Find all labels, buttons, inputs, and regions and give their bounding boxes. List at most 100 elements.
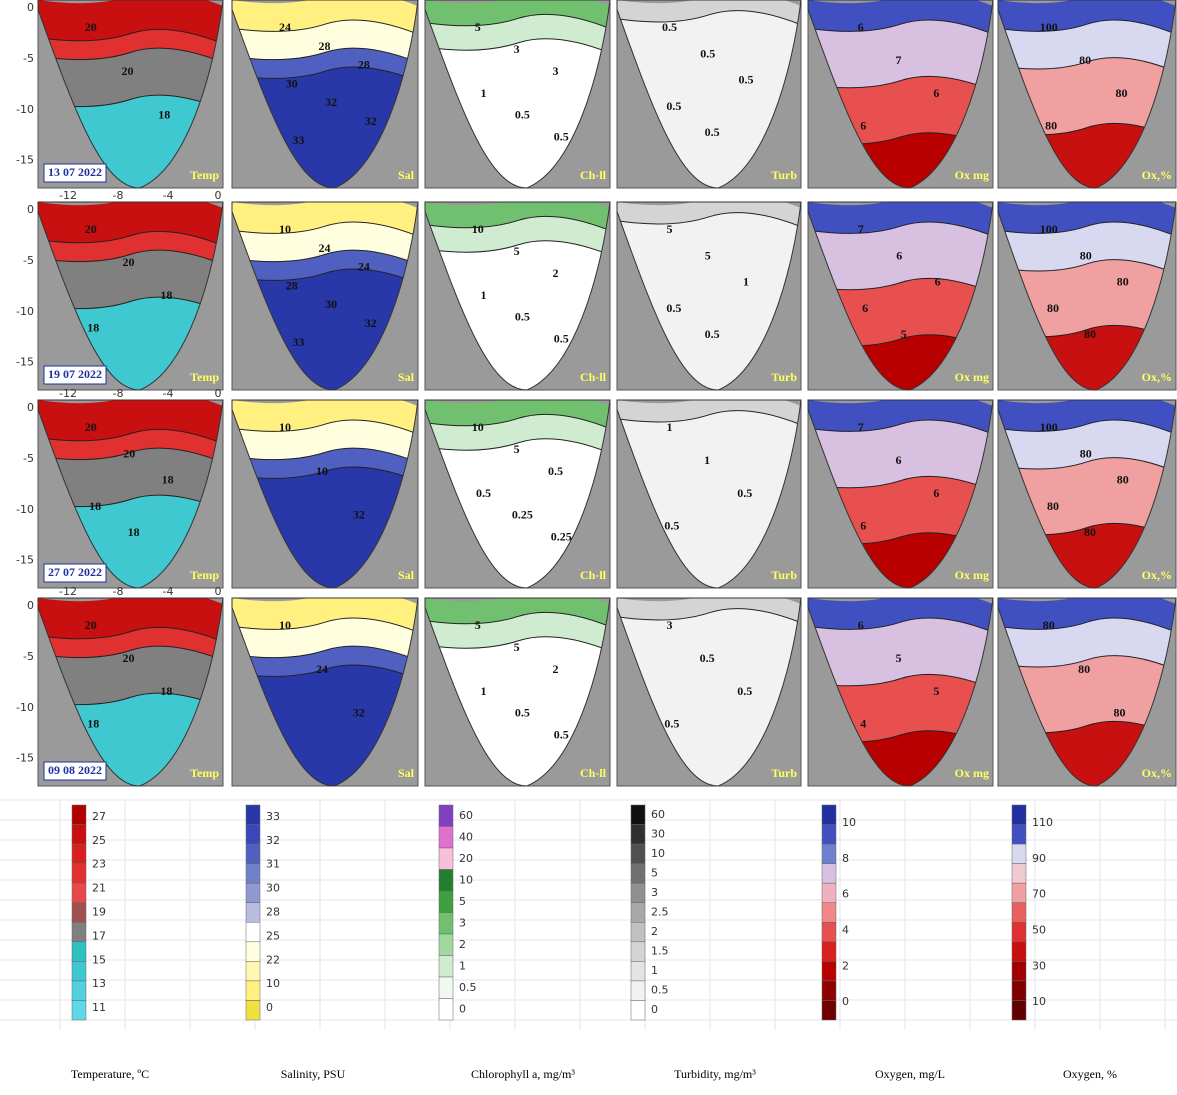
contour-label: 80 bbox=[1117, 473, 1129, 487]
contour-label: 6 bbox=[858, 618, 864, 632]
colorbar-tick-label: 5 bbox=[651, 866, 658, 879]
colorbar-tick-label: 33 bbox=[266, 810, 280, 823]
colorbar-box bbox=[246, 942, 260, 962]
contour-label: 100 bbox=[1040, 420, 1058, 434]
x-tick-label: 0 bbox=[215, 189, 222, 202]
contour-label: 0.5 bbox=[705, 125, 720, 139]
colorbar-tick-label: 2 bbox=[842, 959, 849, 972]
colorbar-box bbox=[631, 1000, 645, 1020]
colorbar-box bbox=[1012, 961, 1026, 981]
contour-label: 2 bbox=[553, 266, 559, 280]
contour-label: 7 bbox=[858, 420, 864, 434]
y-tick-label: 0 bbox=[27, 1, 34, 14]
contour-label: 18 bbox=[128, 525, 140, 539]
panel-label: Ch-ll bbox=[580, 168, 607, 182]
contour-label: 0.5 bbox=[548, 464, 563, 478]
y-tick-label: -10 bbox=[16, 103, 34, 116]
contour-label: 80 bbox=[1078, 662, 1090, 676]
contour-label: 0.5 bbox=[476, 486, 491, 500]
contour-label: 20 bbox=[85, 420, 97, 434]
colorbar-tick-label: 90 bbox=[1032, 852, 1046, 865]
contour-label: 10 bbox=[472, 222, 484, 236]
contour-label: 0.25 bbox=[551, 530, 572, 544]
colorbar-box bbox=[72, 961, 86, 981]
contour-label: 0.5 bbox=[738, 73, 753, 87]
colorbar-tick-label: 2.5 bbox=[651, 906, 669, 919]
y-tick-label: -5 bbox=[23, 650, 34, 663]
colorbar-tick-label: 25 bbox=[266, 929, 280, 942]
caption: Oxygen, mg/L bbox=[875, 1067, 945, 1081]
contour-label: 0.5 bbox=[664, 717, 679, 731]
contour-label: 18 bbox=[160, 684, 172, 698]
contour-label: 24 bbox=[316, 662, 328, 676]
colorbar-tick-label: 0 bbox=[266, 1001, 273, 1014]
colorbar-box bbox=[1012, 922, 1026, 942]
contour-label: 0.5 bbox=[664, 519, 679, 533]
colorbar-box bbox=[1012, 825, 1026, 845]
colorbar-tick-label: 60 bbox=[459, 809, 473, 822]
colorbar-box bbox=[631, 942, 645, 962]
contour-label: 20 bbox=[85, 618, 97, 632]
colorbar-tick-label: 10 bbox=[842, 816, 856, 829]
contour-label: 18 bbox=[89, 499, 101, 513]
contour-label: 0.5 bbox=[554, 728, 569, 742]
colorbar-tick-label: 1 bbox=[651, 964, 658, 977]
colorbar-box bbox=[631, 805, 645, 825]
contour-label: 3 bbox=[553, 64, 559, 78]
colorbar-box bbox=[822, 825, 836, 845]
contour-label: 5 bbox=[475, 20, 481, 34]
colorbar-box bbox=[631, 844, 645, 864]
date: 09 08 2022 bbox=[48, 763, 102, 777]
colorbar-box bbox=[72, 805, 86, 825]
colorbar-box bbox=[1012, 981, 1026, 1001]
colorbar-tick-label: 8 bbox=[842, 852, 849, 865]
colorbar-box bbox=[822, 922, 836, 942]
colorbar-box bbox=[72, 844, 86, 864]
colorbar-box bbox=[439, 848, 453, 870]
colorbar-tick-label: 30 bbox=[651, 827, 665, 840]
panel-label: Temp bbox=[190, 370, 219, 384]
contour-label: 18 bbox=[160, 288, 172, 302]
contour-label: 20 bbox=[123, 255, 135, 269]
colorbar-tick-label: 1 bbox=[459, 959, 466, 972]
panel-label: Ch-ll bbox=[580, 568, 607, 582]
caption: Temperature, ºC bbox=[71, 1067, 149, 1081]
contour-label: 20 bbox=[85, 20, 97, 34]
colorbar-tick-label: 110 bbox=[1032, 816, 1053, 829]
contour-label: 1 bbox=[480, 288, 486, 302]
contour-label: 3 bbox=[666, 618, 672, 632]
x-tick-label: -4 bbox=[163, 189, 174, 202]
colorbar-tick-label: 0.5 bbox=[651, 984, 669, 997]
colorbar-box bbox=[822, 844, 836, 864]
contour-label: 7 bbox=[896, 53, 902, 67]
colorbar-box bbox=[631, 903, 645, 923]
contour-label: 0.5 bbox=[666, 301, 681, 315]
colorbar-box bbox=[439, 891, 453, 913]
colorbar-box bbox=[631, 961, 645, 981]
colorbar-tick-label: 10 bbox=[1032, 995, 1046, 1008]
colorbar-box bbox=[1012, 844, 1026, 864]
panel-label: Ox mg bbox=[955, 370, 989, 384]
panel: 101032Sal bbox=[232, 392, 418, 588]
x-tick-label: 0 bbox=[215, 585, 222, 598]
date: 27 07 2022 bbox=[48, 565, 102, 579]
contour-label: 24 bbox=[318, 241, 330, 255]
contour-label: 1 bbox=[666, 420, 672, 434]
y-tick-label: -5 bbox=[23, 254, 34, 267]
y-tick-label: -15 bbox=[16, 554, 34, 567]
contour-label: 0.5 bbox=[737, 486, 752, 500]
contour-label: 24 bbox=[279, 20, 291, 34]
colorbar-box bbox=[439, 956, 453, 978]
contour-label: 80 bbox=[1043, 618, 1055, 632]
colorbar-box bbox=[439, 977, 453, 999]
colorbar-box bbox=[822, 942, 836, 962]
contour-label: 32 bbox=[325, 95, 337, 109]
panel-label: Ch-ll bbox=[580, 766, 607, 780]
contour-label: 32 bbox=[353, 706, 365, 720]
y-tick-label: -10 bbox=[16, 305, 34, 318]
y-tick-label: -5 bbox=[23, 52, 34, 65]
contour-label: 5 bbox=[514, 244, 520, 258]
colorbar-box bbox=[822, 903, 836, 923]
